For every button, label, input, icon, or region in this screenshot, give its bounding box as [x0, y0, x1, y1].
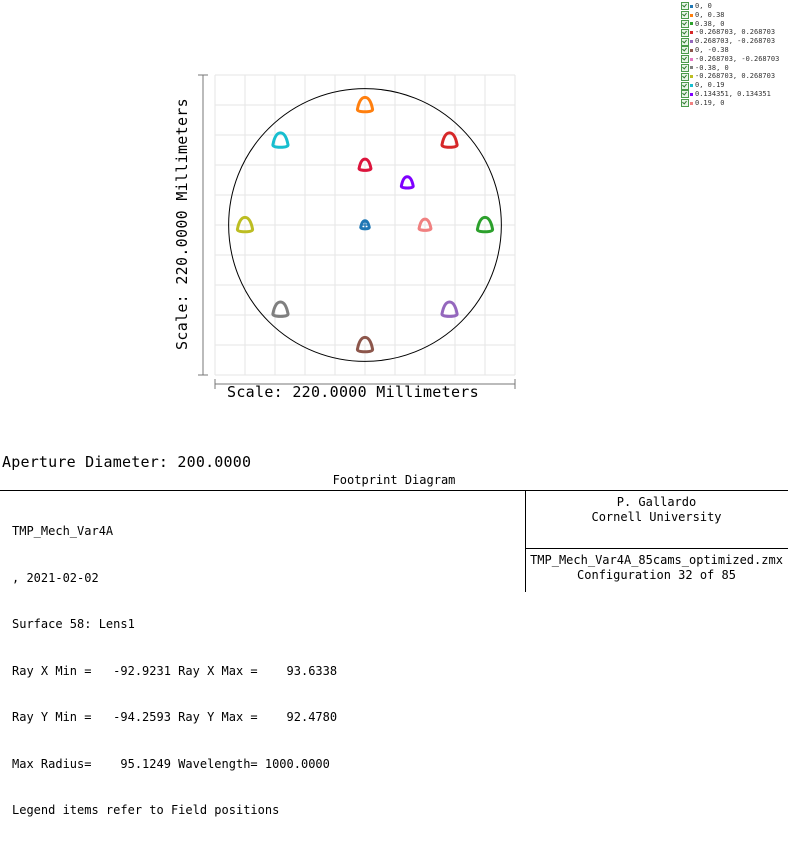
footprint-point	[475, 215, 495, 234]
footprint-outline	[357, 157, 373, 172]
legend-label: -0.268703, -0.268703	[695, 54, 780, 63]
legend-swatch	[690, 101, 693, 105]
footprint-outline	[417, 217, 433, 232]
footprint-point	[355, 95, 375, 114]
legend-checkbox[interactable]	[681, 90, 689, 99]
legend-swatch	[690, 40, 693, 44]
info-line: Surface 58: Lens1	[12, 617, 135, 631]
legend-swatch	[690, 75, 693, 79]
legend-checkbox[interactable]	[681, 28, 689, 37]
footprint-point	[235, 215, 255, 234]
legend-label: 0, -0.38	[695, 45, 729, 54]
x-axis-label: Scale: 220.0000 Millimeters	[227, 383, 479, 401]
legend-item[interactable]: -0.38, 0	[681, 64, 788, 73]
legend-swatch	[690, 13, 693, 17]
info-line: TMP_Mech_Var4A	[12, 524, 114, 538]
aperture-diameter-label: Aperture Diameter: 200.0000	[2, 453, 252, 471]
footprint-outline	[355, 335, 375, 354]
footprint-point	[417, 217, 433, 232]
legend-item[interactable]: 0.268703, -0.268703	[681, 37, 788, 46]
legend-checkbox[interactable]	[681, 99, 689, 108]
footprint-outline	[440, 300, 459, 318]
footprint-outline	[271, 131, 290, 149]
footprint-point	[399, 175, 415, 190]
legend-label: 0, 0	[695, 2, 712, 10]
footprint-outline	[359, 219, 371, 231]
legend-swatch	[690, 57, 693, 61]
footprint-outline	[399, 175, 415, 190]
info-divider	[525, 491, 526, 592]
diagram-title: Footprint Diagram	[332, 473, 456, 487]
configuration: Configuration 32 of 85	[577, 568, 736, 582]
legend-label: -0.268703, 0.268703	[695, 72, 776, 81]
footprint-point	[357, 157, 373, 172]
legend-checkbox[interactable]	[681, 81, 689, 90]
legend-checkbox[interactable]	[681, 2, 689, 11]
plot-grid	[214, 74, 516, 376]
footprint-point	[440, 300, 459, 318]
author-name: P. Gallardo	[616, 495, 697, 509]
file-block: TMP_Mech_Var4A_85cams_optimized.zmx Conf…	[525, 553, 788, 583]
legend-swatch	[690, 31, 693, 35]
legend-item[interactable]: -0.268703, -0.268703	[681, 55, 788, 64]
legend-label: 0, 0.38	[695, 10, 725, 19]
footprint-plot	[198, 74, 516, 389]
legend-checkbox[interactable]	[681, 19, 689, 28]
legend-item[interactable]: 0, 0.19	[681, 81, 788, 90]
legend-item[interactable]: -0.268703, 0.268703	[681, 28, 788, 37]
file-name: TMP_Mech_Var4A_85cams_optimized.zmx	[530, 553, 783, 567]
affiliation: Cornell University	[591, 510, 722, 524]
legend-label: 0.19, 0	[695, 98, 725, 107]
legend-label: -0.38, 0	[695, 63, 729, 72]
legend-swatch	[690, 84, 693, 88]
legend-swatch	[690, 92, 693, 96]
footprint-outline	[440, 131, 459, 149]
legend-item[interactable]: 0, 0	[681, 2, 788, 11]
legend-item[interactable]: 0.134351, 0.134351	[681, 90, 788, 99]
legend-swatch	[690, 4, 693, 8]
info-text: TMP_Mech_Var4A , 2021-02-02 Surface 58: …	[12, 493, 337, 850]
info-line: Ray Y Min = -94.2593 Ray Y Max = 92.4780	[12, 710, 338, 724]
footprint-point	[271, 300, 290, 318]
footprint-point	[271, 131, 290, 149]
legend-checkbox[interactable]	[681, 11, 689, 20]
info-line: Legend items refer to Field positions	[12, 803, 280, 817]
footprint-point	[440, 131, 459, 149]
footprint-outline	[271, 300, 290, 318]
info-line: Ray X Min = -92.9231 Ray X Max = 93.6338	[12, 663, 338, 678]
legend-label: 0.134351, 0.134351	[695, 89, 771, 98]
footprint-point	[355, 335, 375, 354]
info-line: , 2021-02-02	[12, 570, 99, 585]
legend-swatch	[690, 66, 693, 70]
y-axis-label: Scale: 220.0000 Millimeters	[173, 98, 191, 350]
legend-checkbox[interactable]	[681, 46, 689, 55]
legend-item[interactable]: 0.19, 0	[681, 99, 788, 108]
footprint-outline	[235, 215, 255, 234]
aperture-circle	[228, 88, 502, 362]
legend-checkbox[interactable]	[681, 37, 689, 46]
plot-axes	[198, 74, 516, 389]
info-box: TMP_Mech_Var4A , 2021-02-02 Surface 58: …	[0, 490, 788, 817]
legend-swatch	[690, 22, 693, 26]
legend-checkbox[interactable]	[681, 55, 689, 64]
footprint-outline	[355, 95, 375, 114]
footprint-outline	[475, 215, 495, 234]
legend-swatch	[690, 48, 693, 52]
legend-item[interactable]: 0.38, 0	[681, 20, 788, 29]
info-line: Max Radius= 95.1249 Wavelength= 1000.000…	[12, 756, 330, 771]
legend-checkbox[interactable]	[681, 72, 689, 81]
legend-item[interactable]: 0, 0.38	[681, 11, 788, 20]
legend-checkbox[interactable]	[681, 63, 689, 72]
footprint-point	[359, 219, 371, 231]
legend: 0, 0 0, 0.38 0.38, 0 -0.268703, 0.268703 0.2…	[681, 2, 788, 108]
legend-label: 0.38, 0	[695, 19, 725, 28]
legend-item[interactable]: 0, -0.38	[681, 46, 788, 55]
legend-label: 0, 0.19	[695, 81, 725, 90]
author-block: P. Gallardo Cornell University	[525, 495, 788, 525]
legend-label: -0.268703, 0.268703	[695, 28, 776, 37]
info-divider-horizontal	[525, 548, 788, 549]
legend-label: 0.268703, -0.268703	[695, 37, 776, 46]
legend-item[interactable]: -0.268703, 0.268703	[681, 72, 788, 81]
footprint-marks	[235, 95, 495, 354]
